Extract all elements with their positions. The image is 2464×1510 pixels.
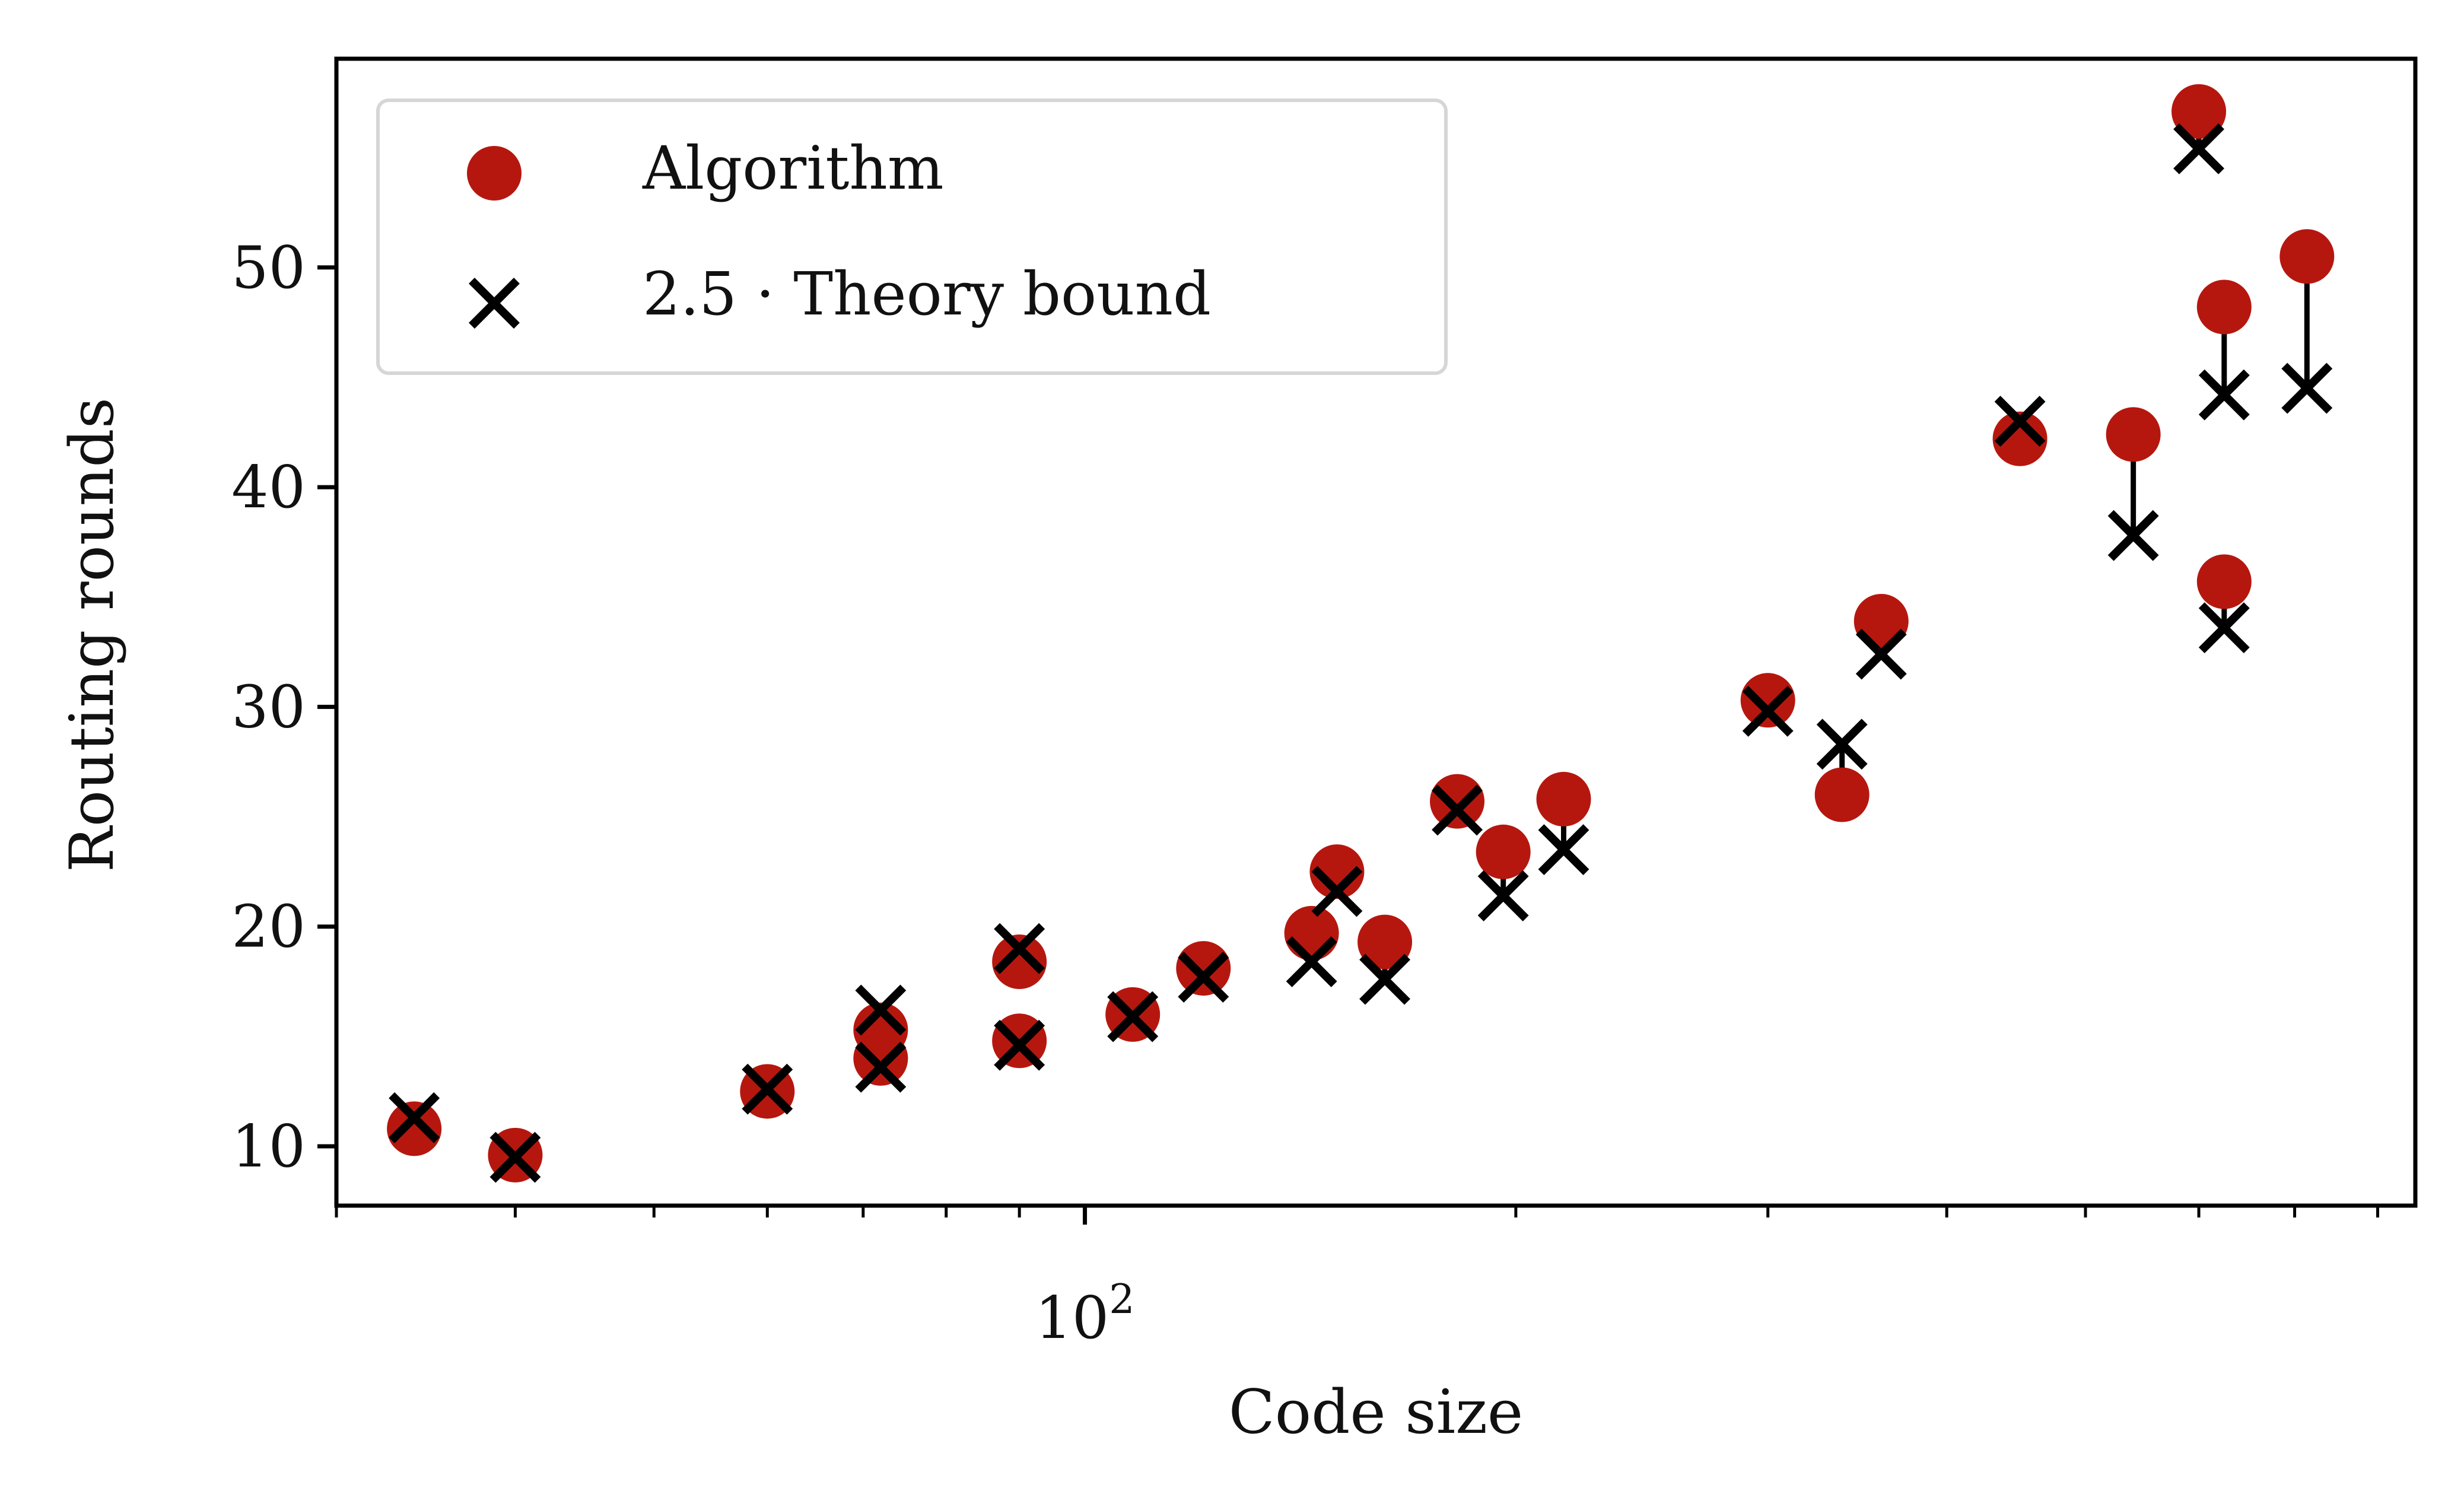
y-tick-label: 40 <box>231 454 306 522</box>
y-axis-title: Routing rounds <box>57 398 128 872</box>
theory-point <box>1994 396 2046 447</box>
x-axis: 102 <box>335 1206 2379 1352</box>
algorithm-point <box>853 1031 908 1086</box>
legend-theory-label: 2.5 · Theory bound <box>643 259 1211 329</box>
algorithm-point <box>387 1101 442 1156</box>
algorithm-point <box>2106 407 2161 462</box>
theory-point <box>1107 991 1159 1042</box>
theory-point <box>742 1063 793 1115</box>
theory-point <box>1816 719 1868 770</box>
x-tick-label: 102 <box>1035 1276 1135 1352</box>
y-tick-label: 50 <box>231 234 306 302</box>
legend: Algorithm 2.5 · Theory bound <box>376 98 1448 375</box>
algorithm-point <box>2279 229 2335 284</box>
algorithm-point <box>1284 905 1339 961</box>
algorithm-point <box>1992 411 2047 466</box>
x-axis-title: Code size <box>1229 1377 1524 1448</box>
algorithm-point <box>1357 914 1413 969</box>
theory-point <box>1538 824 1589 876</box>
y-axis: 10 20 30 40 50 <box>231 234 336 1181</box>
algorithm-point <box>2172 84 2227 139</box>
algorithm-point <box>2196 554 2252 609</box>
algorithm-point <box>1536 771 1591 826</box>
algorithm-point <box>2196 279 2252 335</box>
theory-point <box>389 1092 440 1143</box>
algorithm-point <box>992 934 1047 989</box>
algorithm-point <box>1814 767 1870 822</box>
y-tick-label: 30 <box>231 673 306 741</box>
algorithm-point <box>1740 673 1795 728</box>
theory-point <box>2198 369 2250 421</box>
y-tick-label: 10 <box>231 1113 306 1181</box>
y-tick-label: 20 <box>231 894 306 961</box>
theory-point <box>489 1131 541 1183</box>
legend-box <box>376 98 1448 375</box>
algorithm-point <box>1430 774 1485 829</box>
algorithm-point <box>1309 844 1365 899</box>
theory-point <box>1286 936 1337 987</box>
theory-point <box>994 1019 1045 1071</box>
plot-frame <box>334 56 2418 1208</box>
theory-point <box>1742 685 1794 737</box>
theory-point <box>1311 866 1363 917</box>
legend-algorithm-marker <box>467 146 522 201</box>
theory-point <box>855 1041 907 1093</box>
theory-point <box>994 923 1045 974</box>
legend-algorithm-label: Algorithm <box>642 133 944 203</box>
algorithm-point <box>1176 941 1231 996</box>
theory-point <box>1432 784 1483 836</box>
legend-theory-marker <box>469 278 520 329</box>
theory-point <box>2173 123 2224 174</box>
theory-point <box>2198 602 2250 654</box>
theory-point <box>855 984 907 1036</box>
theory-point <box>2107 510 2159 561</box>
theory-point <box>1477 870 1529 921</box>
theory-point <box>1855 628 1907 680</box>
theory-point <box>2281 363 2333 414</box>
theory-markers <box>389 123 2333 1183</box>
theory-point <box>1178 951 1229 1003</box>
theory-point <box>1359 953 1411 1005</box>
algorithm-point <box>1476 824 1531 879</box>
